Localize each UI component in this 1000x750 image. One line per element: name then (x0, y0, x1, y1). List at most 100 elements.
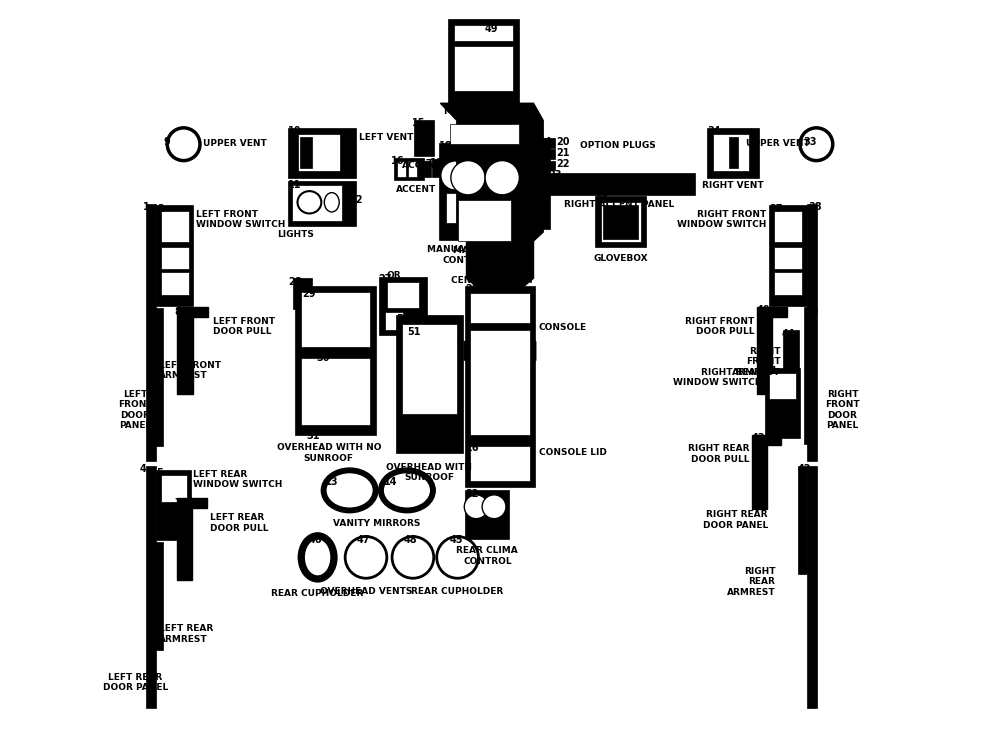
Bar (729, 136, 738, 168)
Circle shape (482, 495, 506, 519)
Text: UPPER VENT: UPPER VENT (746, 139, 809, 148)
Bar (765, 368, 800, 438)
Bar (600, 202, 641, 242)
Bar (397, 160, 406, 177)
Bar (465, 490, 509, 538)
Text: 2: 2 (158, 204, 164, 214)
Text: 25: 25 (465, 284, 479, 294)
Text: UPPER VENT: UPPER VENT (203, 139, 267, 148)
Bar (454, 46, 513, 91)
Text: LIGHTS: LIGHTS (277, 230, 314, 238)
Bar (769, 206, 807, 306)
Text: GLOVEBOX: GLOVEBOX (593, 254, 648, 262)
Text: OPTION PLUGS: OPTION PLUGS (580, 141, 655, 150)
Text: ACCENT: ACCENT (396, 185, 436, 194)
Bar (774, 211, 802, 242)
Bar (394, 158, 424, 180)
Bar (300, 136, 312, 168)
Text: OVERHEAD WITH
SUNROOF: OVERHEAD WITH SUNROOF (386, 463, 472, 482)
Text: RIGHT REAR
DOOR PANEL: RIGHT REAR DOOR PANEL (703, 511, 768, 530)
Circle shape (464, 495, 488, 519)
Bar (156, 206, 193, 306)
Polygon shape (177, 307, 208, 394)
Text: 3: 3 (147, 308, 154, 318)
Polygon shape (177, 498, 207, 580)
Bar (385, 312, 403, 330)
Text: 43: 43 (752, 433, 765, 443)
Text: LEFT FRONT
ARMREST: LEFT FRONT ARMREST (159, 361, 221, 380)
Text: MANUAL CLIMA
CONTROL: MANUAL CLIMA CONTROL (444, 107, 523, 127)
Text: 34: 34 (707, 125, 720, 136)
Bar (465, 286, 535, 487)
Text: RIGHT
FRONT
DOOR
PANEL: RIGHT FRONT DOOR PANEL (825, 390, 860, 430)
Bar (288, 182, 356, 226)
Text: 12: 12 (350, 195, 363, 205)
Text: 27: 27 (379, 274, 392, 284)
Text: 33: 33 (803, 136, 816, 147)
Bar (161, 211, 189, 242)
Bar (595, 196, 646, 247)
Text: 10: 10 (288, 125, 301, 136)
Text: 38: 38 (808, 202, 822, 212)
Text: RIGHT VENT: RIGHT VENT (702, 182, 764, 190)
Circle shape (437, 536, 478, 578)
Bar (458, 200, 511, 241)
Bar (470, 293, 530, 323)
Bar (448, 20, 519, 103)
Bar (804, 307, 813, 444)
Circle shape (392, 536, 434, 578)
Text: LEFT VENT: LEFT VENT (359, 133, 413, 142)
Bar (288, 128, 356, 178)
Text: 40: 40 (757, 305, 770, 315)
Text: 31: 31 (306, 430, 320, 441)
Text: 42: 42 (798, 464, 811, 474)
Text: 17: 17 (420, 159, 434, 169)
Bar (298, 134, 340, 171)
Text: 5: 5 (156, 468, 163, 478)
Text: 6: 6 (147, 542, 154, 552)
Bar (387, 282, 419, 308)
Text: CENTER ACCENT: CENTER ACCENT (451, 276, 534, 285)
Bar (414, 121, 434, 156)
Text: 44: 44 (781, 328, 795, 339)
Bar (545, 149, 555, 159)
Text: 41: 41 (764, 366, 778, 376)
Bar (774, 247, 802, 269)
Bar (439, 142, 491, 239)
Text: LEFT REAR
ARMREST: LEFT REAR ARMREST (159, 625, 213, 644)
Text: 29: 29 (303, 290, 316, 299)
Bar (432, 159, 439, 177)
Bar (292, 185, 342, 221)
Text: OVERHEAD WITH NO
SUNROOF: OVERHEAD WITH NO SUNROOF (277, 443, 381, 463)
Bar (707, 128, 759, 178)
Text: RIGHT REAR
DOOR PULL: RIGHT REAR DOOR PULL (688, 444, 749, 464)
Bar (713, 134, 749, 171)
Bar (454, 25, 513, 41)
Text: 22: 22 (557, 159, 570, 169)
Bar (161, 272, 189, 295)
Bar (470, 330, 530, 434)
Ellipse shape (298, 191, 321, 214)
Text: 45: 45 (450, 535, 464, 545)
Bar (146, 466, 156, 708)
Text: LEFT FRONT
DOOR PULL: LEFT FRONT DOOR PULL (213, 317, 275, 336)
Text: 7: 7 (175, 498, 181, 508)
Polygon shape (440, 104, 543, 364)
Bar (161, 475, 187, 502)
Text: 37: 37 (769, 204, 783, 214)
Text: 49: 49 (485, 23, 499, 34)
Bar (156, 470, 191, 540)
Bar (783, 330, 799, 398)
Circle shape (440, 160, 470, 190)
Text: OR: OR (387, 271, 402, 280)
Text: 36: 36 (610, 209, 624, 218)
Text: CONSOLE: CONSOLE (539, 323, 587, 332)
Ellipse shape (327, 474, 372, 507)
Text: 39: 39 (805, 307, 819, 316)
Text: 28: 28 (288, 277, 301, 286)
Bar (807, 204, 817, 460)
Text: 1: 1 (143, 202, 149, 212)
Text: RIGHT
FRONT
ARMREST: RIGHT FRONT ARMREST (732, 346, 781, 376)
Text: 18: 18 (439, 141, 453, 152)
Bar (424, 160, 431, 177)
